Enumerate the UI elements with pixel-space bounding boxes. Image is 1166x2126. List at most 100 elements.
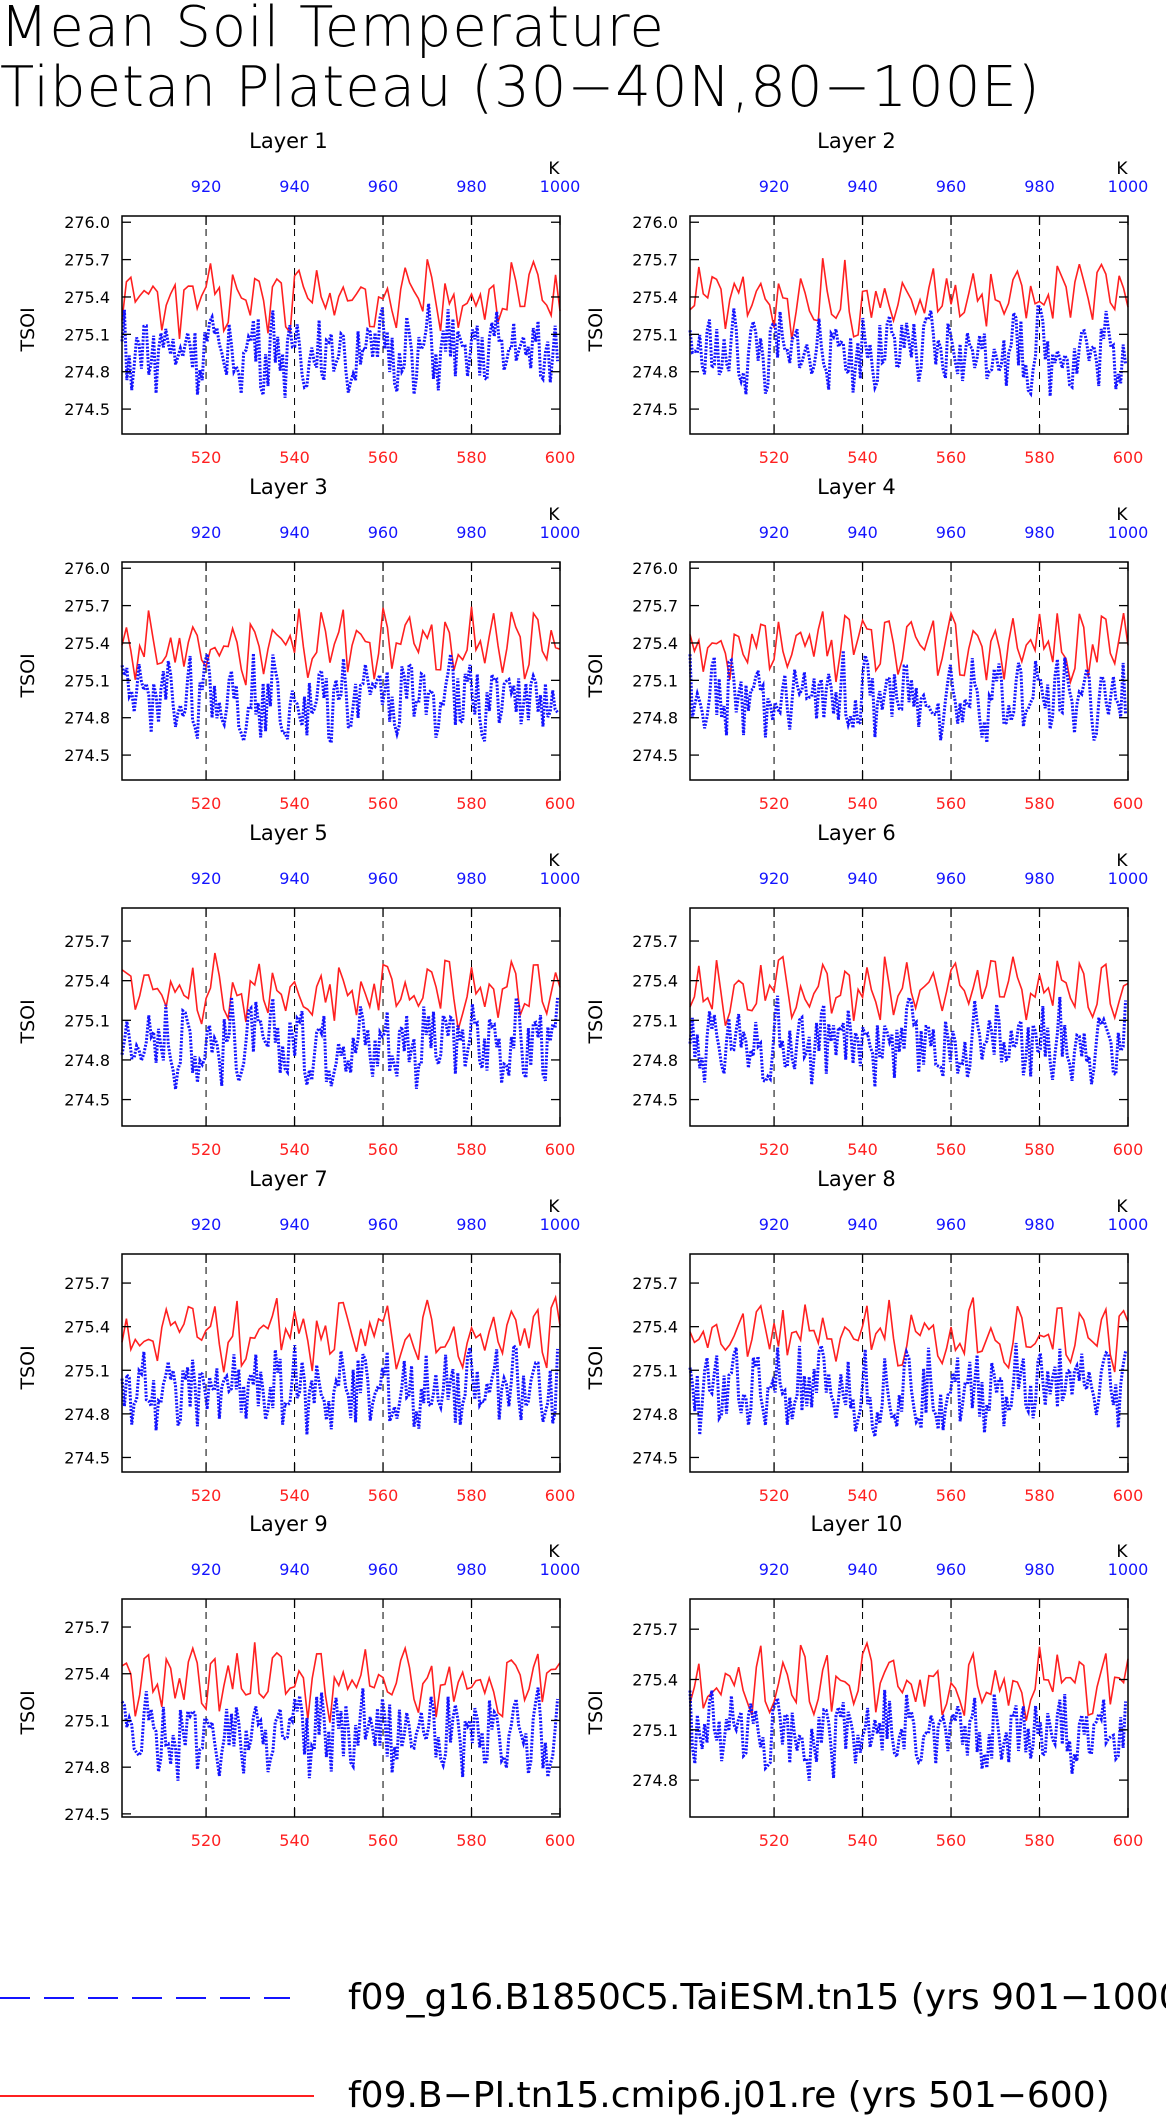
bottom-axis-tick-label: 580 [1024, 794, 1055, 813]
top-axis-tick-label: 940 [279, 523, 310, 542]
top-axis-tick-label: 960 [936, 869, 967, 888]
top-axis-label: K [548, 505, 560, 525]
bottom-axis-tick-label: 560 [936, 448, 967, 467]
series-line-run1 [688, 299, 1128, 398]
series-line-run1 [120, 1341, 560, 1435]
bottom-axis-tick-label: 520 [759, 1831, 790, 1850]
top-axis-tick-label: 980 [1024, 1215, 1055, 1234]
bottom-axis-tick-label: 600 [1113, 1831, 1144, 1850]
top-axis-tick-label: 940 [279, 1560, 310, 1579]
plot-frame [689, 215, 1129, 435]
y-axis-tick-label: 274.5 [64, 746, 110, 765]
top-axis-label: K [548, 1542, 560, 1562]
top-axis-label: K [1116, 159, 1128, 179]
y-axis-tick-label: 275.7 [64, 1618, 110, 1637]
series-line-run2 [689, 610, 1129, 686]
y-axis-tick-label: 275.1 [64, 671, 110, 690]
bottom-axis-tick-label: 560 [368, 448, 399, 467]
chart-title-line-1: Mean Soil Temperature [0, 0, 665, 60]
bottom-axis-tick-label: 540 [279, 794, 310, 813]
bottom-axis-tick-label: 540 [847, 1140, 878, 1159]
y-axis-label: TSOI [17, 307, 39, 352]
top-axis-tick-label: 960 [368, 1215, 399, 1234]
panel-title: Layer 7 [249, 1167, 328, 1191]
bottom-axis-tick-label: 560 [368, 1486, 399, 1505]
panel-title: Layer 4 [817, 475, 896, 499]
bottom-axis-tick-label: 540 [847, 1486, 878, 1505]
y-axis-tick-label: 275.4 [632, 1670, 678, 1689]
y-axis-tick-label: 275.7 [64, 597, 110, 616]
y-axis-tick-label: 275.7 [64, 1274, 110, 1293]
y-axis-tick-label: 275.4 [64, 1665, 110, 1684]
series-line-run2 [121, 606, 561, 686]
top-axis-tick-label: 960 [368, 177, 399, 196]
y-axis-tick-label: 274.5 [632, 1448, 678, 1467]
y-axis-tick-label: 274.5 [64, 400, 110, 419]
bottom-axis-tick-label: 580 [1024, 448, 1055, 467]
bottom-axis-tick-label: 520 [191, 794, 222, 813]
y-axis-tick-label: 275.1 [632, 325, 678, 344]
top-axis-tick-label: 980 [456, 523, 487, 542]
top-axis-tick-label: 920 [759, 1560, 790, 1579]
top-axis-tick-label: 960 [936, 177, 967, 196]
panel-title: Layer 2 [817, 129, 896, 153]
y-axis-tick-label: 274.8 [632, 709, 678, 728]
y-axis-tick-label: 275.7 [632, 932, 678, 951]
top-axis-label: K [548, 851, 560, 871]
top-axis-tick-label: 940 [847, 1215, 878, 1234]
y-axis-tick-label: 274.8 [632, 1051, 678, 1070]
y-axis-tick-label: 275.4 [632, 1318, 678, 1337]
top-axis-tick-label: 1000 [1108, 523, 1149, 542]
top-axis-tick-label: 940 [847, 177, 878, 196]
bottom-axis-tick-label: 580 [456, 448, 487, 467]
y-axis-tick-label: 276.0 [632, 559, 678, 578]
series-line-run1 [120, 653, 559, 748]
top-axis-tick-label: 940 [847, 869, 878, 888]
top-axis-tick-label: 980 [456, 1560, 487, 1579]
legend-entry-run2: f09.B−PI.tn15.cmip6.j01.re (yrs 501−600) [0, 2066, 1166, 2126]
plot-frame [121, 1253, 561, 1473]
panel-title: Layer 1 [249, 129, 328, 153]
plot-frame [689, 561, 1129, 781]
top-axis-tick-label: 960 [368, 523, 399, 542]
top-axis-tick-label: 1000 [540, 869, 581, 888]
bottom-axis-tick-label: 580 [1024, 1831, 1055, 1850]
top-axis-tick-label: 1000 [1108, 869, 1149, 888]
y-axis-tick-label: 274.5 [64, 1091, 110, 1110]
legend-label-run1: f09_g16.B1850C5.TaiESM.tn15 (yrs 901−100… [348, 1977, 1166, 2018]
y-axis-tick-label: 275.1 [632, 1011, 678, 1030]
bottom-axis-tick-label: 600 [545, 794, 576, 813]
y-axis-label: TSOI [17, 1690, 39, 1735]
bottom-axis-tick-label: 600 [1113, 1486, 1144, 1505]
bottom-axis-tick-label: 560 [936, 1140, 967, 1159]
y-axis-tick-label: 275.4 [64, 634, 110, 653]
y-axis-tick-label: 274.8 [64, 1758, 110, 1777]
plot-frame [121, 907, 561, 1127]
plot-frame [689, 1253, 1129, 1473]
y-axis-tick-label: 275.1 [64, 1011, 110, 1030]
top-axis-tick-label: 940 [847, 523, 878, 542]
bottom-axis-tick-label: 540 [279, 1140, 310, 1159]
top-axis-tick-label: 1000 [540, 177, 581, 196]
top-axis-tick-label: 1000 [540, 1560, 581, 1579]
y-axis-tick-label: 275.1 [64, 325, 110, 344]
top-axis-tick-label: 920 [759, 177, 790, 196]
series-line-run2 [121, 1294, 561, 1373]
plot-frame [121, 1598, 561, 1818]
y-axis-tick-label: 275.4 [632, 288, 678, 307]
y-axis-tick-label: 275.7 [64, 251, 110, 270]
top-axis-tick-label: 920 [191, 523, 222, 542]
bottom-axis-tick-label: 540 [847, 1831, 878, 1850]
y-axis-tick-label: 276.0 [64, 559, 110, 578]
top-axis-tick-label: 940 [847, 1560, 878, 1579]
y-axis-tick-label: 274.5 [632, 1091, 678, 1110]
panel-title: Layer 3 [249, 475, 328, 499]
bottom-axis-tick-label: 520 [759, 448, 790, 467]
bottom-axis-tick-label: 560 [936, 1486, 967, 1505]
y-axis-tick-label: 276.0 [64, 213, 110, 232]
